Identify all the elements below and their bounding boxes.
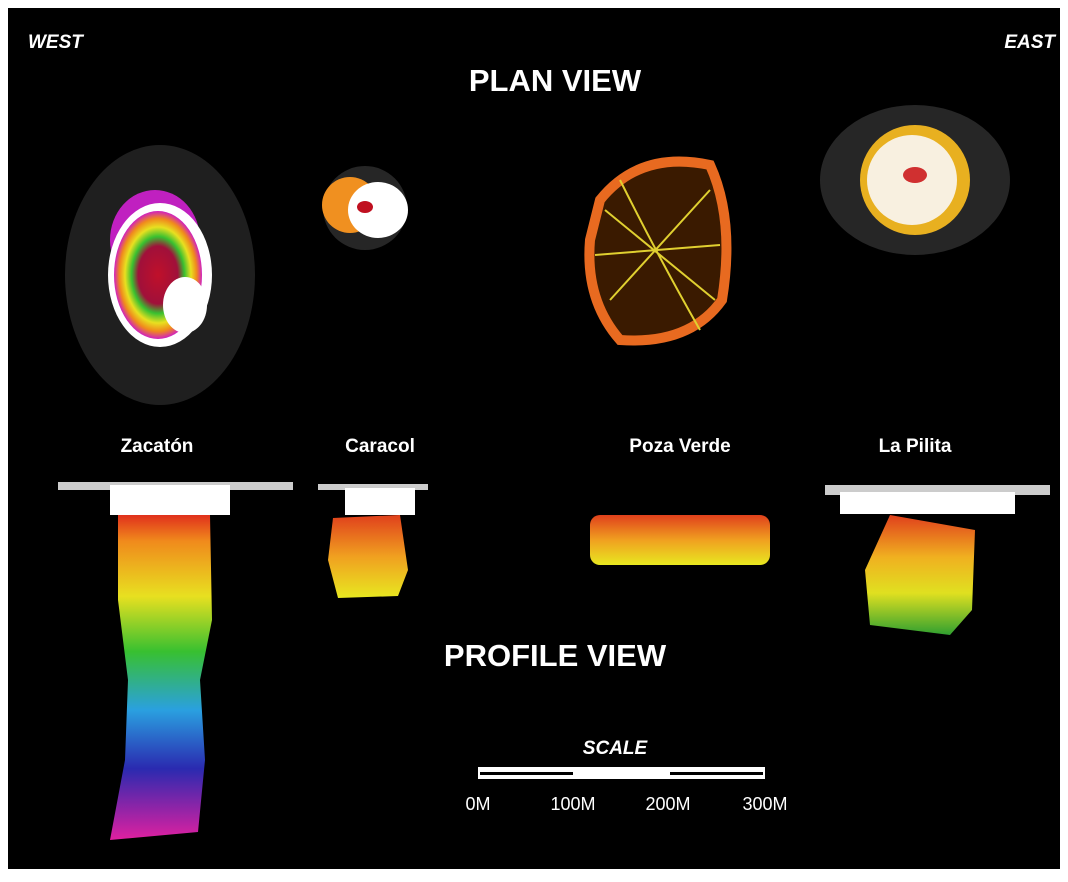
profile-shapes xyxy=(58,482,1050,840)
scale-bar xyxy=(478,767,765,779)
cenote-name: La Pilita xyxy=(879,436,952,457)
scale-title: SCALE xyxy=(583,738,649,759)
cenote-name: Poza Verde xyxy=(629,436,730,457)
cenote-name: Zacatón xyxy=(121,436,194,457)
scale-label: 0M xyxy=(465,794,490,814)
scale-label: 300M xyxy=(742,794,787,814)
west-label: WEST xyxy=(28,32,84,53)
east-label: EAST xyxy=(1004,32,1056,53)
scale-label: 200M xyxy=(645,794,690,814)
cenote-name: Caracol xyxy=(345,436,415,457)
plan-shapes xyxy=(65,105,1010,405)
profile-title: PROFILE VIEW xyxy=(444,638,667,673)
plan-title: PLAN VIEW xyxy=(469,63,642,98)
scale-label: 100M xyxy=(550,794,595,814)
